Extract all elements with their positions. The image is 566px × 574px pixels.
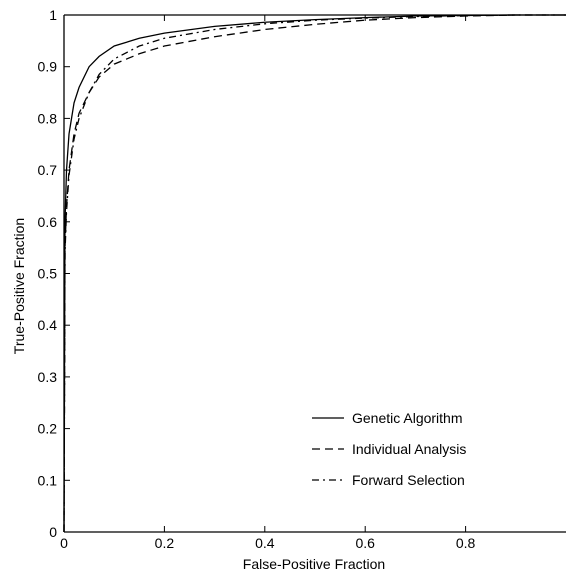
x-tick-label: 0.4 — [255, 535, 275, 551]
y-tick-label: 0.4 — [38, 317, 58, 333]
y-tick-label: 0 — [49, 524, 57, 540]
x-axis-label: False-Positive Fraction — [243, 556, 385, 572]
x-tick-label: 0.6 — [355, 535, 375, 551]
y-tick-label: 0.2 — [38, 421, 58, 437]
x-tick-label: 0 — [60, 535, 68, 551]
legend-label: Genetic Algorithm — [352, 410, 463, 426]
y-tick-label: 0.9 — [38, 59, 58, 75]
series-lines — [63, 14, 566, 533]
x-tick-label: 0.8 — [456, 535, 476, 551]
series-line-individual-analysis — [63, 14, 566, 533]
legend: Genetic Algorithm Individual Analysis Forw… — [312, 410, 466, 488]
ticks: 0 0.2 0.4 0.6 0.8 0 0.1 0.2 0.3 0.4 0.5 0.6 0.7 0.8 0.… — [38, 7, 476, 551]
y-tick-label: 0.3 — [38, 369, 58, 385]
y-tick-label: 0.7 — [38, 162, 58, 178]
y-tick-label: 0.1 — [38, 472, 58, 488]
y-tick-label: 0.6 — [38, 214, 58, 230]
y-tick-label: 0.8 — [38, 110, 58, 126]
axes — [63, 14, 566, 533]
y-axis-label: True-Positive Fraction — [11, 218, 27, 354]
series-line-forward-selection — [63, 14, 566, 533]
y-tick-label: 1 — [49, 7, 57, 23]
y-tick-label: 0.5 — [38, 266, 58, 282]
legend-label: Forward Selection — [352, 472, 465, 488]
legend-label: Individual Analysis — [352, 441, 466, 457]
x-tick-label: 0.2 — [155, 535, 175, 551]
series-line-genetic-algorithm — [63, 14, 566, 533]
